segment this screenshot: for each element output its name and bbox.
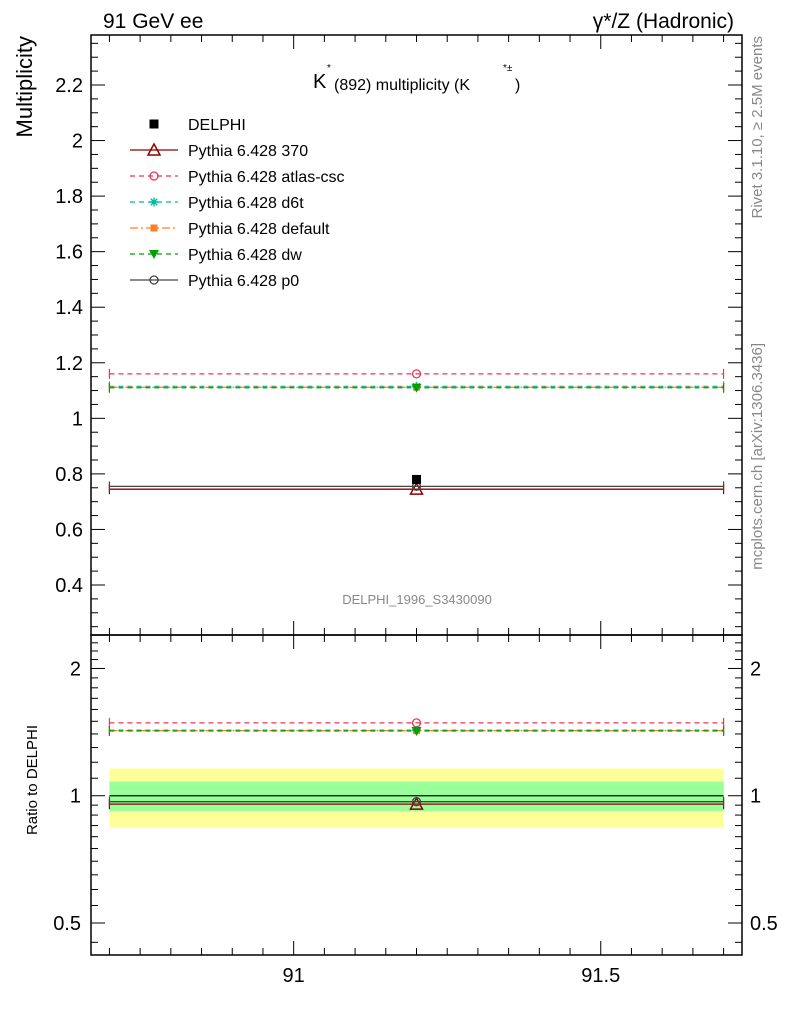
legend-marker-0-shape bbox=[146, 142, 162, 156]
legend-label-2: Pythia 6.428 d6t bbox=[188, 195, 304, 212]
legend-label-5: Pythia 6.428 p0 bbox=[188, 273, 299, 290]
legend-marker-2-shape bbox=[149, 197, 159, 207]
series-marker-1 bbox=[411, 369, 422, 379]
ratio-y-tick-label: 0.5 bbox=[53, 913, 81, 935]
y-tick-label: 2 bbox=[72, 131, 83, 153]
y-tick-label: 2.2 bbox=[55, 75, 83, 97]
analysis-watermark: DELPHI_1996_S3430090 bbox=[342, 592, 492, 607]
legend-marker-0 bbox=[146, 142, 162, 156]
series-marker-4-shape bbox=[411, 383, 422, 393]
mcplots-label: mcplots.cern.ch [arXiv:1306.3436] bbox=[749, 343, 766, 570]
legend-label-0: Pythia 6.428 370 bbox=[188, 143, 308, 160]
title-sup: * bbox=[327, 63, 331, 74]
legend-marker-1-shape bbox=[149, 171, 159, 181]
y-tick-label: 1 bbox=[72, 408, 83, 430]
legend-item-5: Pythia 6.428 p0 bbox=[130, 273, 299, 290]
legend-marker-data-shape bbox=[149, 119, 159, 129]
legend-label-1: Pythia 6.428 atlas-csc bbox=[188, 169, 345, 186]
ratio-y-tick-label-right: 1 bbox=[750, 786, 761, 808]
rivet-label: Rivet 3.1.10, ≥ 2.5M events bbox=[749, 36, 766, 219]
x-tick-label: 91.5 bbox=[581, 965, 620, 987]
legend-label-4: Pythia 6.428 dw bbox=[188, 247, 302, 264]
ratio-marker-4-shape bbox=[411, 726, 422, 736]
legend-item-data: DELPHI bbox=[149, 117, 246, 134]
y-tick-label: 1.2 bbox=[55, 353, 83, 375]
legend-marker-5-shape bbox=[149, 275, 159, 285]
ratio-marker-4 bbox=[411, 726, 422, 736]
ratio-y-tick-label: 1 bbox=[70, 786, 81, 808]
series-marker-1-shape bbox=[411, 369, 422, 379]
y-tick-label: 0.6 bbox=[55, 519, 83, 541]
title-sup2: *± bbox=[503, 63, 513, 74]
title-close: ) bbox=[515, 77, 520, 94]
y-tick-label: 1.8 bbox=[55, 186, 83, 208]
ratio-marker-5-shape bbox=[411, 797, 422, 807]
legend-item-1: Pythia 6.428 atlas-csc bbox=[130, 169, 345, 186]
ratio-y-tick-label-right: 2 bbox=[750, 658, 761, 680]
legend-marker-4 bbox=[149, 250, 159, 259]
data-point bbox=[412, 474, 421, 484]
y-tick-label: 1.4 bbox=[55, 297, 83, 319]
title-main: K bbox=[313, 71, 327, 93]
ratio-y-axis-label: Ratio to DELPHI bbox=[24, 725, 41, 835]
ratio-y-tick-label: 2 bbox=[70, 658, 81, 680]
legend-marker-2 bbox=[149, 197, 159, 207]
y-tick-label: 0.4 bbox=[55, 575, 83, 597]
legend-label-3: Pythia 6.428 default bbox=[188, 221, 330, 238]
header-right: γ*/Z (Hadronic) bbox=[593, 10, 734, 33]
y-tick-label: 1.6 bbox=[55, 242, 83, 264]
legend-marker-4-shape bbox=[149, 250, 159, 259]
title-rest: (892) multiplicity (K bbox=[334, 77, 470, 94]
chart-title: K * (892) multiplicity (K *± ) bbox=[313, 63, 520, 94]
x-tick-label: 91 bbox=[283, 965, 305, 987]
legend-marker-3-shape bbox=[150, 224, 158, 232]
legend-item-0: Pythia 6.428 370 bbox=[130, 142, 308, 160]
y-tick-label: 0.8 bbox=[55, 464, 83, 486]
legend-marker-1 bbox=[149, 171, 159, 181]
legend-label-data: DELPHI bbox=[188, 117, 246, 134]
header-left: 91 GeV ee bbox=[103, 10, 203, 33]
legend-marker-data bbox=[149, 119, 159, 129]
legend-item-4: Pythia 6.428 dw bbox=[130, 247, 302, 264]
y-axis-label: Multiplicity bbox=[12, 36, 37, 137]
legend-item-3: Pythia 6.428 default bbox=[130, 221, 330, 238]
series-marker-4 bbox=[411, 383, 422, 393]
legend-marker-5 bbox=[149, 275, 159, 285]
ratio-y-tick-label-right: 0.5 bbox=[750, 913, 778, 935]
ratio-marker-5 bbox=[411, 797, 422, 807]
data-point-shape bbox=[412, 474, 421, 484]
legend-item-2: Pythia 6.428 d6t bbox=[130, 195, 304, 212]
legend-marker-3 bbox=[150, 224, 158, 232]
